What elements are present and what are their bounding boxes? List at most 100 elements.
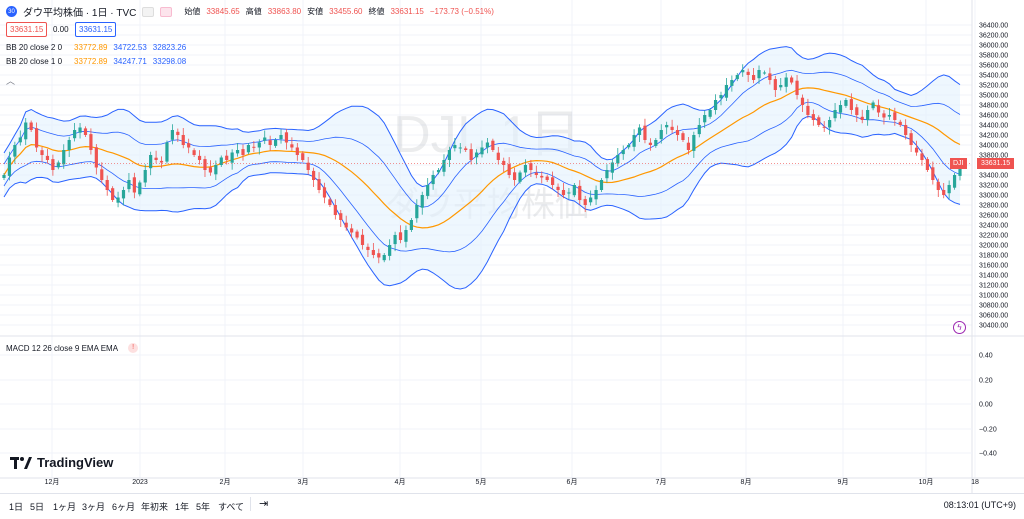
candle-body — [882, 113, 886, 118]
candle-body — [485, 142, 490, 148]
ohlc-close: 33631.15 — [390, 7, 424, 16]
bb2-lower-line — [3, 115, 961, 290]
ohlc-low: 33455.60 — [329, 7, 363, 16]
x-tick-label: 10月 — [919, 478, 934, 486]
candle-body — [952, 175, 957, 188]
goto-date-icon[interactable]: ⇥ — [259, 498, 269, 510]
candle-body — [708, 110, 712, 117]
candle-body — [100, 169, 104, 180]
candle-body — [855, 107, 859, 115]
candle-body — [225, 155, 229, 160]
bb2-legend[interactable]: BB 20 close 2 0 33772.89 34722.53 32823.… — [6, 43, 186, 52]
candle-body — [360, 234, 365, 245]
candle-body — [2, 175, 6, 178]
eye-icon[interactable] — [142, 6, 155, 17]
candle-body — [616, 155, 620, 164]
collapse-legend-icon[interactable]: ︿ — [6, 76, 16, 86]
macd-y-tick-label: −0.40 — [979, 451, 997, 458]
buy-price-box[interactable]: 33631.15 — [75, 22, 117, 37]
bollinger-bands — [3, 46, 961, 290]
candle-body — [78, 127, 82, 133]
warning-icon[interactable]: ! — [128, 343, 139, 353]
tf-1y[interactable]: 1年 — [175, 502, 190, 512]
candle-body — [757, 70, 761, 79]
candle-body — [344, 222, 348, 228]
candle-body — [659, 130, 663, 140]
candle-body — [502, 160, 506, 165]
y-tick-label: 31200.00 — [979, 283, 1008, 290]
tf-5y[interactable]: 5年 — [196, 502, 211, 512]
candle-body — [686, 142, 691, 150]
macd-y-tick-label: −0.20 — [979, 427, 997, 434]
y-tick-label: 34400.00 — [979, 123, 1008, 130]
clock[interactable]: 08:13:01 (UTC+9) — [943, 500, 1016, 510]
candle-body — [404, 230, 408, 242]
ohlc-change: −173.73 (−0.51%) — [429, 7, 494, 16]
candle-body — [469, 149, 473, 160]
candle-body — [149, 155, 153, 169]
lightning-icon[interactable]: ϟ — [953, 321, 966, 334]
candle-body — [24, 122, 28, 140]
y-tick-label: 33800.00 — [979, 153, 1008, 160]
macd-legend[interactable]: MACD 12 26 close 9 EMA EMA ! — [6, 343, 139, 353]
candle-body — [491, 140, 495, 150]
candle-body — [89, 134, 93, 150]
ohlc-open-label: 始値 — [184, 7, 201, 16]
tf-1d[interactable]: 1日 — [9, 502, 24, 512]
tf-5d[interactable]: 5日 — [30, 502, 45, 512]
candle-body — [230, 152, 234, 163]
candle-body — [724, 85, 729, 98]
bb1-legend[interactable]: BB 20 close 1 0 33772.89 34247.71 33298.… — [6, 57, 186, 66]
sell-price-box[interactable]: 33631.15 — [6, 22, 48, 37]
symbol-legend[interactable]: 30 ダウ平均株価 · 1日 · TVC 始値 33845.65 高値 33863.… — [6, 4, 494, 19]
candle-body — [746, 71, 750, 75]
candle-body — [40, 150, 44, 155]
candle-body — [333, 205, 337, 215]
candle-body — [844, 100, 848, 106]
ohlc-low-label: 安値 — [307, 7, 324, 16]
bb1-lower-line — [3, 101, 961, 253]
candle-body — [768, 73, 772, 80]
candle-body — [105, 180, 109, 190]
candle-body — [529, 163, 533, 170]
tf-1m[interactable]: 1ヶ月 — [53, 502, 77, 512]
bb-fill — [4, 46, 960, 289]
candle-body — [170, 130, 174, 140]
chart-canvas[interactable]: DJI, 1日 ダウ平均株価 36400.0036200.0036000.003… — [0, 0, 1024, 493]
y-tick-label: 36200.00 — [979, 33, 1008, 40]
toolbar-divider — [250, 497, 251, 511]
candle-body — [111, 188, 115, 200]
candle-body — [512, 172, 517, 180]
y-tick-label: 35200.00 — [979, 83, 1008, 90]
tf-all[interactable]: すべて — [218, 502, 245, 512]
tf-ytd[interactable]: 年初来 — [141, 502, 169, 512]
candle-body — [29, 122, 33, 130]
y-tick-label: 33000.00 — [979, 193, 1008, 200]
candle-body — [751, 75, 756, 80]
candle-body — [914, 147, 919, 153]
tf-6m[interactable]: 6ヶ月 — [112, 502, 136, 512]
y-tick-label: 32600.00 — [979, 213, 1008, 220]
flag-icon[interactable] — [160, 6, 173, 17]
macd-label: MACD 12 26 close 9 EMA EMA — [6, 343, 119, 353]
y-tick-label: 33400.00 — [979, 173, 1008, 180]
candle-body — [583, 199, 587, 205]
price-axis: 36400.00 36200.00 36000.00 35800.00 35600.00… — [0, 0, 1024, 493]
candle-body — [306, 162, 310, 170]
spread-value: 0.00 — [53, 25, 69, 34]
macd-y-tick-label: 0.00 — [979, 402, 993, 409]
candle-body — [290, 144, 294, 148]
candle-body — [138, 182, 142, 195]
y-tick-label: 31000.00 — [979, 293, 1008, 300]
tf-3m[interactable]: 3ヶ月 — [82, 502, 106, 512]
candle-body — [62, 150, 66, 165]
candle-body — [371, 250, 375, 255]
candle-body — [312, 170, 316, 180]
x-tick-label: 8月 — [741, 478, 752, 486]
candle-body — [219, 157, 223, 165]
tradingview-logo[interactable]: TradingView — [10, 455, 113, 470]
x-tick-label: 5月 — [476, 478, 487, 486]
candle-body — [572, 185, 576, 196]
y-tick-label: 30600.00 — [979, 313, 1008, 320]
candle-body — [567, 192, 571, 194]
